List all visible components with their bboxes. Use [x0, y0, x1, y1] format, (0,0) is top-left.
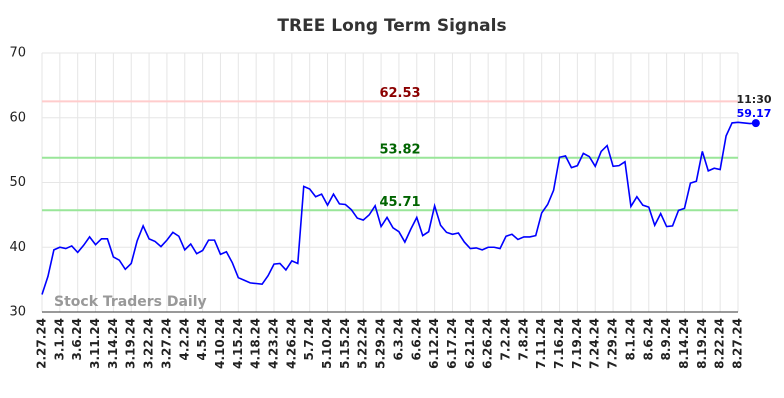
price-line — [41, 121, 756, 295]
x-tick-label: 8.14.24 — [677, 318, 691, 369]
y-tick-label: 30 — [9, 305, 26, 320]
y-tick-label: 60 — [9, 110, 26, 125]
x-tick-label: 4.10.24 — [213, 318, 227, 369]
watermark: Stock Traders Daily — [54, 294, 207, 310]
x-tick-label: 7.11.24 — [534, 318, 548, 369]
x-tick-label: 8.19.24 — [695, 318, 709, 369]
x-tick-label: 7.2.24 — [499, 318, 513, 361]
x-tick-label: 8.9.24 — [659, 318, 673, 361]
x-tick-label: 3.6.24 — [70, 318, 84, 361]
x-tick-label: 4.23.24 — [267, 318, 281, 369]
x-tick-label: 3.14.24 — [106, 318, 120, 369]
y-tick-label: 40 — [9, 240, 26, 255]
y-tick-label: 70 — [9, 46, 26, 61]
x-tick-label: 6.17.24 — [445, 318, 459, 369]
x-tick-label: 4.5.24 — [195, 318, 209, 361]
x-tick-label: 6.26.24 — [481, 318, 495, 369]
x-tick-label: 5.15.24 — [338, 318, 352, 369]
x-tick-label: 8.1.24 — [623, 318, 637, 361]
x-tick-label: 8.22.24 — [713, 318, 727, 369]
x-tick-label: 7.8.24 — [516, 318, 530, 361]
level-label: 62.53 — [379, 86, 420, 101]
x-tick-label: 3.27.24 — [159, 318, 173, 369]
x-tick-label: 3.1.24 — [52, 318, 66, 361]
x-tick-label: 7.24.24 — [588, 318, 602, 369]
x-tick-label: 7.16.24 — [552, 318, 566, 369]
x-tick-label: 3.19.24 — [124, 318, 138, 369]
x-tick-label: 6.3.24 — [391, 318, 405, 361]
x-tick-label: 3.11.24 — [88, 318, 102, 369]
x-tick-label: 3.22.24 — [142, 318, 156, 369]
x-tick-label: 2.27.24 — [35, 318, 49, 369]
x-tick-label: 5.22.24 — [356, 318, 370, 369]
x-tick-label: 6.6.24 — [409, 318, 423, 361]
x-tick-label: 8.27.24 — [731, 318, 745, 369]
last-value: 59.17 — [737, 107, 772, 120]
x-tick-label: 4.2.24 — [177, 318, 191, 361]
x-tick-label: 7.29.24 — [606, 318, 620, 369]
last-point — [751, 119, 760, 128]
x-tick-label: 4.15.24 — [231, 318, 245, 369]
x-tick-label: 5.29.24 — [374, 318, 388, 369]
x-tick-label: 6.21.24 — [463, 318, 477, 369]
level-label: 45.71 — [379, 195, 420, 210]
x-tick-label: 6.12.24 — [427, 318, 441, 369]
last-time: 11:30 — [736, 93, 771, 106]
y-tick-label: 50 — [9, 175, 26, 190]
x-tick-label: 4.26.24 — [284, 318, 298, 369]
level-label: 53.82 — [379, 142, 420, 157]
x-tick-label: 8.6.24 — [641, 318, 655, 361]
x-tick-label: 5.7.24 — [302, 318, 316, 361]
chart-title: TREE Long Term Signals — [277, 16, 506, 36]
x-tick-label: 4.18.24 — [249, 318, 263, 369]
x-tick-label: 7.19.24 — [570, 318, 584, 369]
x-tick-label: 5.10.24 — [320, 318, 334, 369]
